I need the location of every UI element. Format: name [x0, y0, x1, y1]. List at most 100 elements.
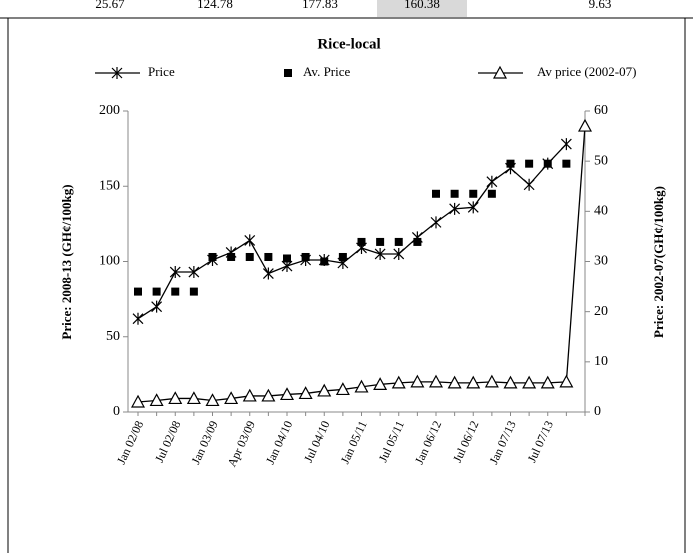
square-marker — [506, 159, 515, 168]
square-marker — [413, 237, 422, 246]
x-marker — [430, 216, 442, 229]
x-tick-label: Jan 06/12 — [412, 419, 444, 467]
triangle-marker — [242, 388, 257, 402]
x-tick-label: Jul 07/13 — [525, 419, 556, 465]
series-line — [137, 143, 567, 320]
square-marker — [432, 189, 440, 198]
header-cell: 160.38 — [404, 0, 440, 11]
triangle-marker — [354, 379, 369, 393]
square-marker — [208, 252, 217, 261]
legend-marker — [492, 65, 508, 79]
x-marker — [262, 267, 274, 280]
x-tick-label: Apr 03/09 — [225, 419, 258, 469]
x-tick-label: Jan 04/10 — [263, 419, 295, 467]
y2-axis-label: Price: 2002-07(GH¢/100kg) — [651, 186, 666, 338]
y-tick-label: 200 — [99, 103, 120, 118]
square-marker — [320, 257, 329, 266]
x-marker — [486, 175, 498, 188]
x-tick-label: Jul 05/11 — [376, 419, 407, 465]
x-marker — [560, 138, 572, 151]
x-tick-label: Jan 07/13 — [486, 419, 518, 467]
triangle-marker — [466, 375, 481, 389]
y2-tick-label: 30 — [594, 254, 608, 269]
square-marker — [338, 252, 347, 261]
header-cell: 9.63 — [589, 0, 612, 11]
y2-tick-label: 20 — [594, 304, 608, 319]
square-marker — [152, 287, 161, 296]
square-marker — [227, 252, 236, 261]
triangle-marker — [447, 375, 462, 389]
header-cell: 25.67 — [95, 0, 125, 11]
triangle-marker — [317, 383, 332, 397]
legend-label: Price — [148, 64, 175, 79]
y-tick-label: 0 — [113, 404, 120, 419]
x-tick-label: Jan 05/11 — [338, 419, 370, 467]
x-tick-label: Jul 04/10 — [301, 419, 332, 465]
x-tick-label: Jul 06/12 — [450, 419, 481, 465]
chart-title: Rice-local — [317, 36, 380, 52]
x-marker — [244, 234, 256, 247]
square-marker — [134, 287, 142, 296]
header-cell-shade — [377, 0, 467, 17]
triangle-marker — [279, 387, 295, 401]
triangle-marker — [503, 375, 518, 389]
triangle-marker — [559, 374, 574, 388]
y-axis-label: Price: 2008-13 (GH¢/100kg) — [59, 184, 74, 339]
header-cell: 124.78 — [197, 0, 233, 11]
triangle-marker — [186, 391, 201, 405]
triangle-marker — [335, 382, 350, 396]
square-marker — [283, 254, 291, 263]
triangle-marker — [577, 118, 593, 132]
square-marker — [189, 287, 198, 296]
y-tick-label: 100 — [99, 254, 120, 269]
y-tick-label: 150 — [99, 178, 120, 193]
square-marker — [245, 252, 254, 261]
x-marker — [132, 312, 144, 325]
square-marker — [469, 189, 478, 198]
square-marker — [171, 287, 180, 296]
triangle-marker — [540, 375, 555, 389]
x-marker — [449, 202, 461, 215]
square-marker — [357, 237, 366, 246]
x-marker — [374, 247, 386, 260]
triangle-marker — [391, 375, 406, 389]
triangle-marker — [428, 374, 444, 388]
square-marker — [562, 159, 571, 168]
triangle-marker — [373, 377, 388, 391]
square-marker — [543, 159, 552, 168]
triangle-marker — [522, 375, 537, 389]
y-tick-label: 50 — [106, 329, 120, 344]
triangle-marker — [149, 393, 164, 407]
legend-label: Av. Price — [303, 64, 351, 79]
triangle-marker — [224, 391, 239, 405]
x-tick-label: Jan 03/09 — [188, 419, 220, 467]
y2-tick-label: 40 — [594, 204, 608, 219]
square-marker — [301, 252, 310, 261]
series-line — [137, 126, 586, 403]
y2-tick-label: 50 — [594, 153, 608, 168]
square-marker — [487, 189, 496, 198]
y2-tick-label: 60 — [594, 103, 608, 118]
square-marker — [450, 189, 459, 198]
x-marker — [393, 247, 405, 260]
legend-label: Av price (2002-07) — [537, 64, 636, 79]
legend-marker — [284, 69, 292, 77]
square-marker — [394, 237, 403, 246]
triangle-marker — [168, 391, 183, 405]
legend-marker — [111, 67, 123, 79]
header-cell: 177.83 — [302, 0, 338, 11]
x-marker — [523, 178, 535, 191]
triangle-marker — [484, 374, 499, 388]
triangle-marker — [410, 374, 425, 388]
triangle-marker — [205, 393, 220, 407]
x-marker — [188, 266, 200, 279]
triangle-marker — [130, 394, 146, 408]
triangle-marker — [261, 388, 276, 402]
square-marker — [525, 159, 534, 168]
x-marker — [151, 300, 163, 313]
x-tick-label: Jul 02/08 — [152, 419, 183, 465]
y2-tick-label: 10 — [594, 354, 608, 369]
square-marker — [376, 237, 385, 246]
